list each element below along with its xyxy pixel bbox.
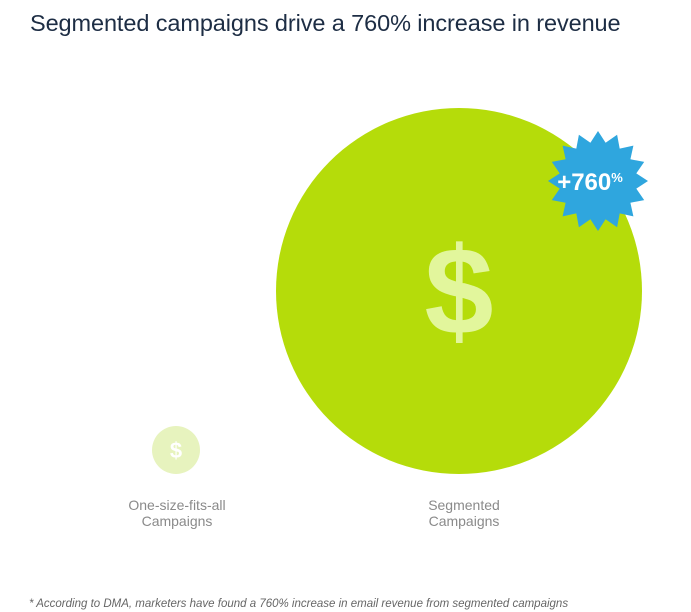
dollar-sign-icon: $ <box>425 223 494 361</box>
starburst-badge-icon <box>548 131 648 231</box>
category-label-line: One-size-fits-all <box>128 497 226 513</box>
bubble-segmented-circle <box>276 108 642 474</box>
category-label-segmented: Segmented Campaigns <box>384 497 544 529</box>
category-label-line: Segmented <box>428 497 500 513</box>
category-label-line: Campaigns <box>428 513 500 529</box>
increase-badge-suffix: % <box>611 170 623 185</box>
category-label-line: Campaigns <box>141 513 213 529</box>
increase-badge-value: +760 <box>557 169 611 196</box>
bubble-one-size-fits-all-circle <box>152 426 200 474</box>
bubble-segmented: $ <box>276 108 642 474</box>
increase-badge: +760% <box>548 131 648 231</box>
footnote: * According to DMA, marketers have found… <box>29 598 569 610</box>
category-label-one-size-fits-all: One-size-fits-all Campaigns <box>97 497 257 529</box>
chart-title: Segmented campaigns drive a 760% increas… <box>30 10 621 36</box>
increase-badge-label: +760% <box>557 169 623 196</box>
bubble-one-size-fits-all: $ <box>152 426 200 474</box>
dollar-sign-icon: $ <box>170 438 182 463</box>
